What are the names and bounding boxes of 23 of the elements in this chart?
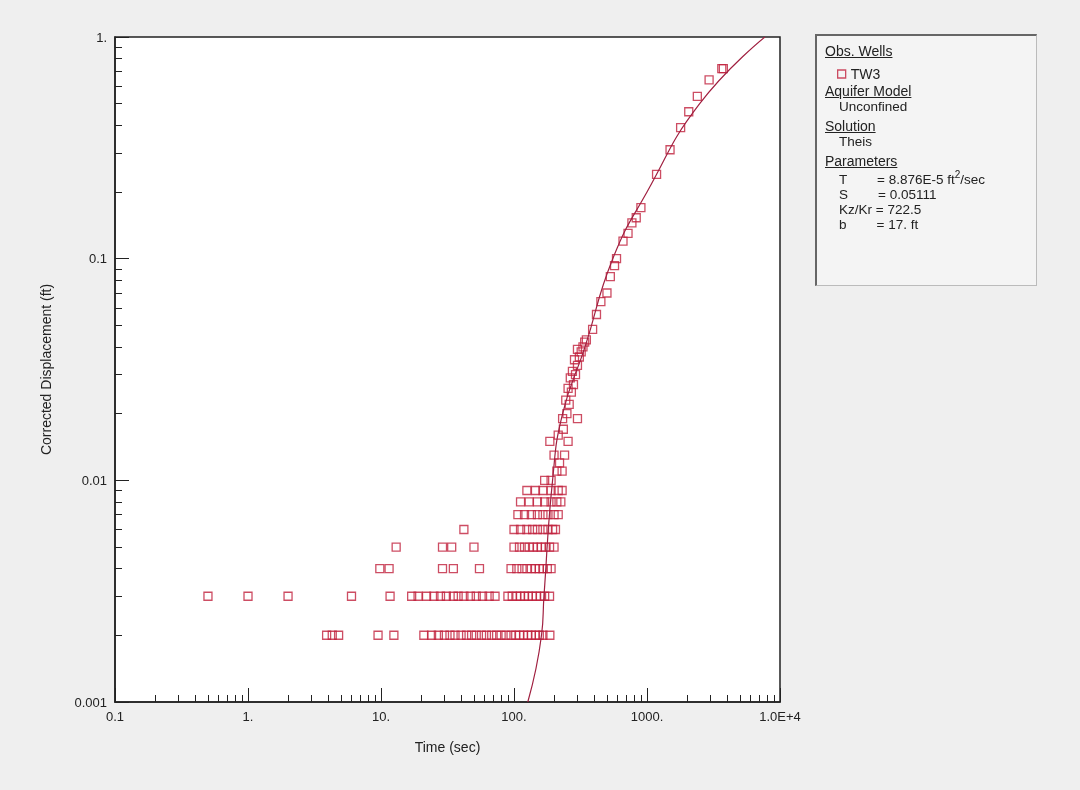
text: Kz/Kr = 722.5 [838, 201, 923, 217]
x-axis-title: Time (sec) [414, 739, 481, 755]
x-tick-label: 1000. [630, 709, 664, 724]
x-tick-label: 100. [501, 709, 527, 724]
y-tick-label: 0.01 [81, 472, 107, 488]
text: Theis [838, 134, 873, 149]
y-tick-label: 0.1 [88, 251, 107, 267]
text: Solution [825, 118, 877, 134]
text: b = 17. ft [838, 216, 920, 232]
text: T = 8.876E-5 ft$^{2}$/sec [838, 169, 986, 187]
text: Unconfined [838, 99, 909, 114]
x-tick-label: 1.0E+4 [759, 709, 801, 724]
y-tick-label: 0.001 [74, 694, 107, 710]
legend-title: Obs. Wells [825, 43, 894, 59]
text: Parameters [825, 153, 899, 169]
y-tick-label: 1. [96, 29, 107, 45]
text: Aquifer Model [825, 83, 913, 99]
legend-label: TW3 [850, 66, 881, 82]
x-tick-label: 1. [242, 709, 254, 724]
text: S = 0.05111 [838, 186, 938, 202]
y-axis-title: Corrected Displacement (ft) [38, 283, 54, 456]
x-tick-label: 10. [371, 709, 391, 724]
x-tick-label: 0.1 [105, 709, 125, 724]
